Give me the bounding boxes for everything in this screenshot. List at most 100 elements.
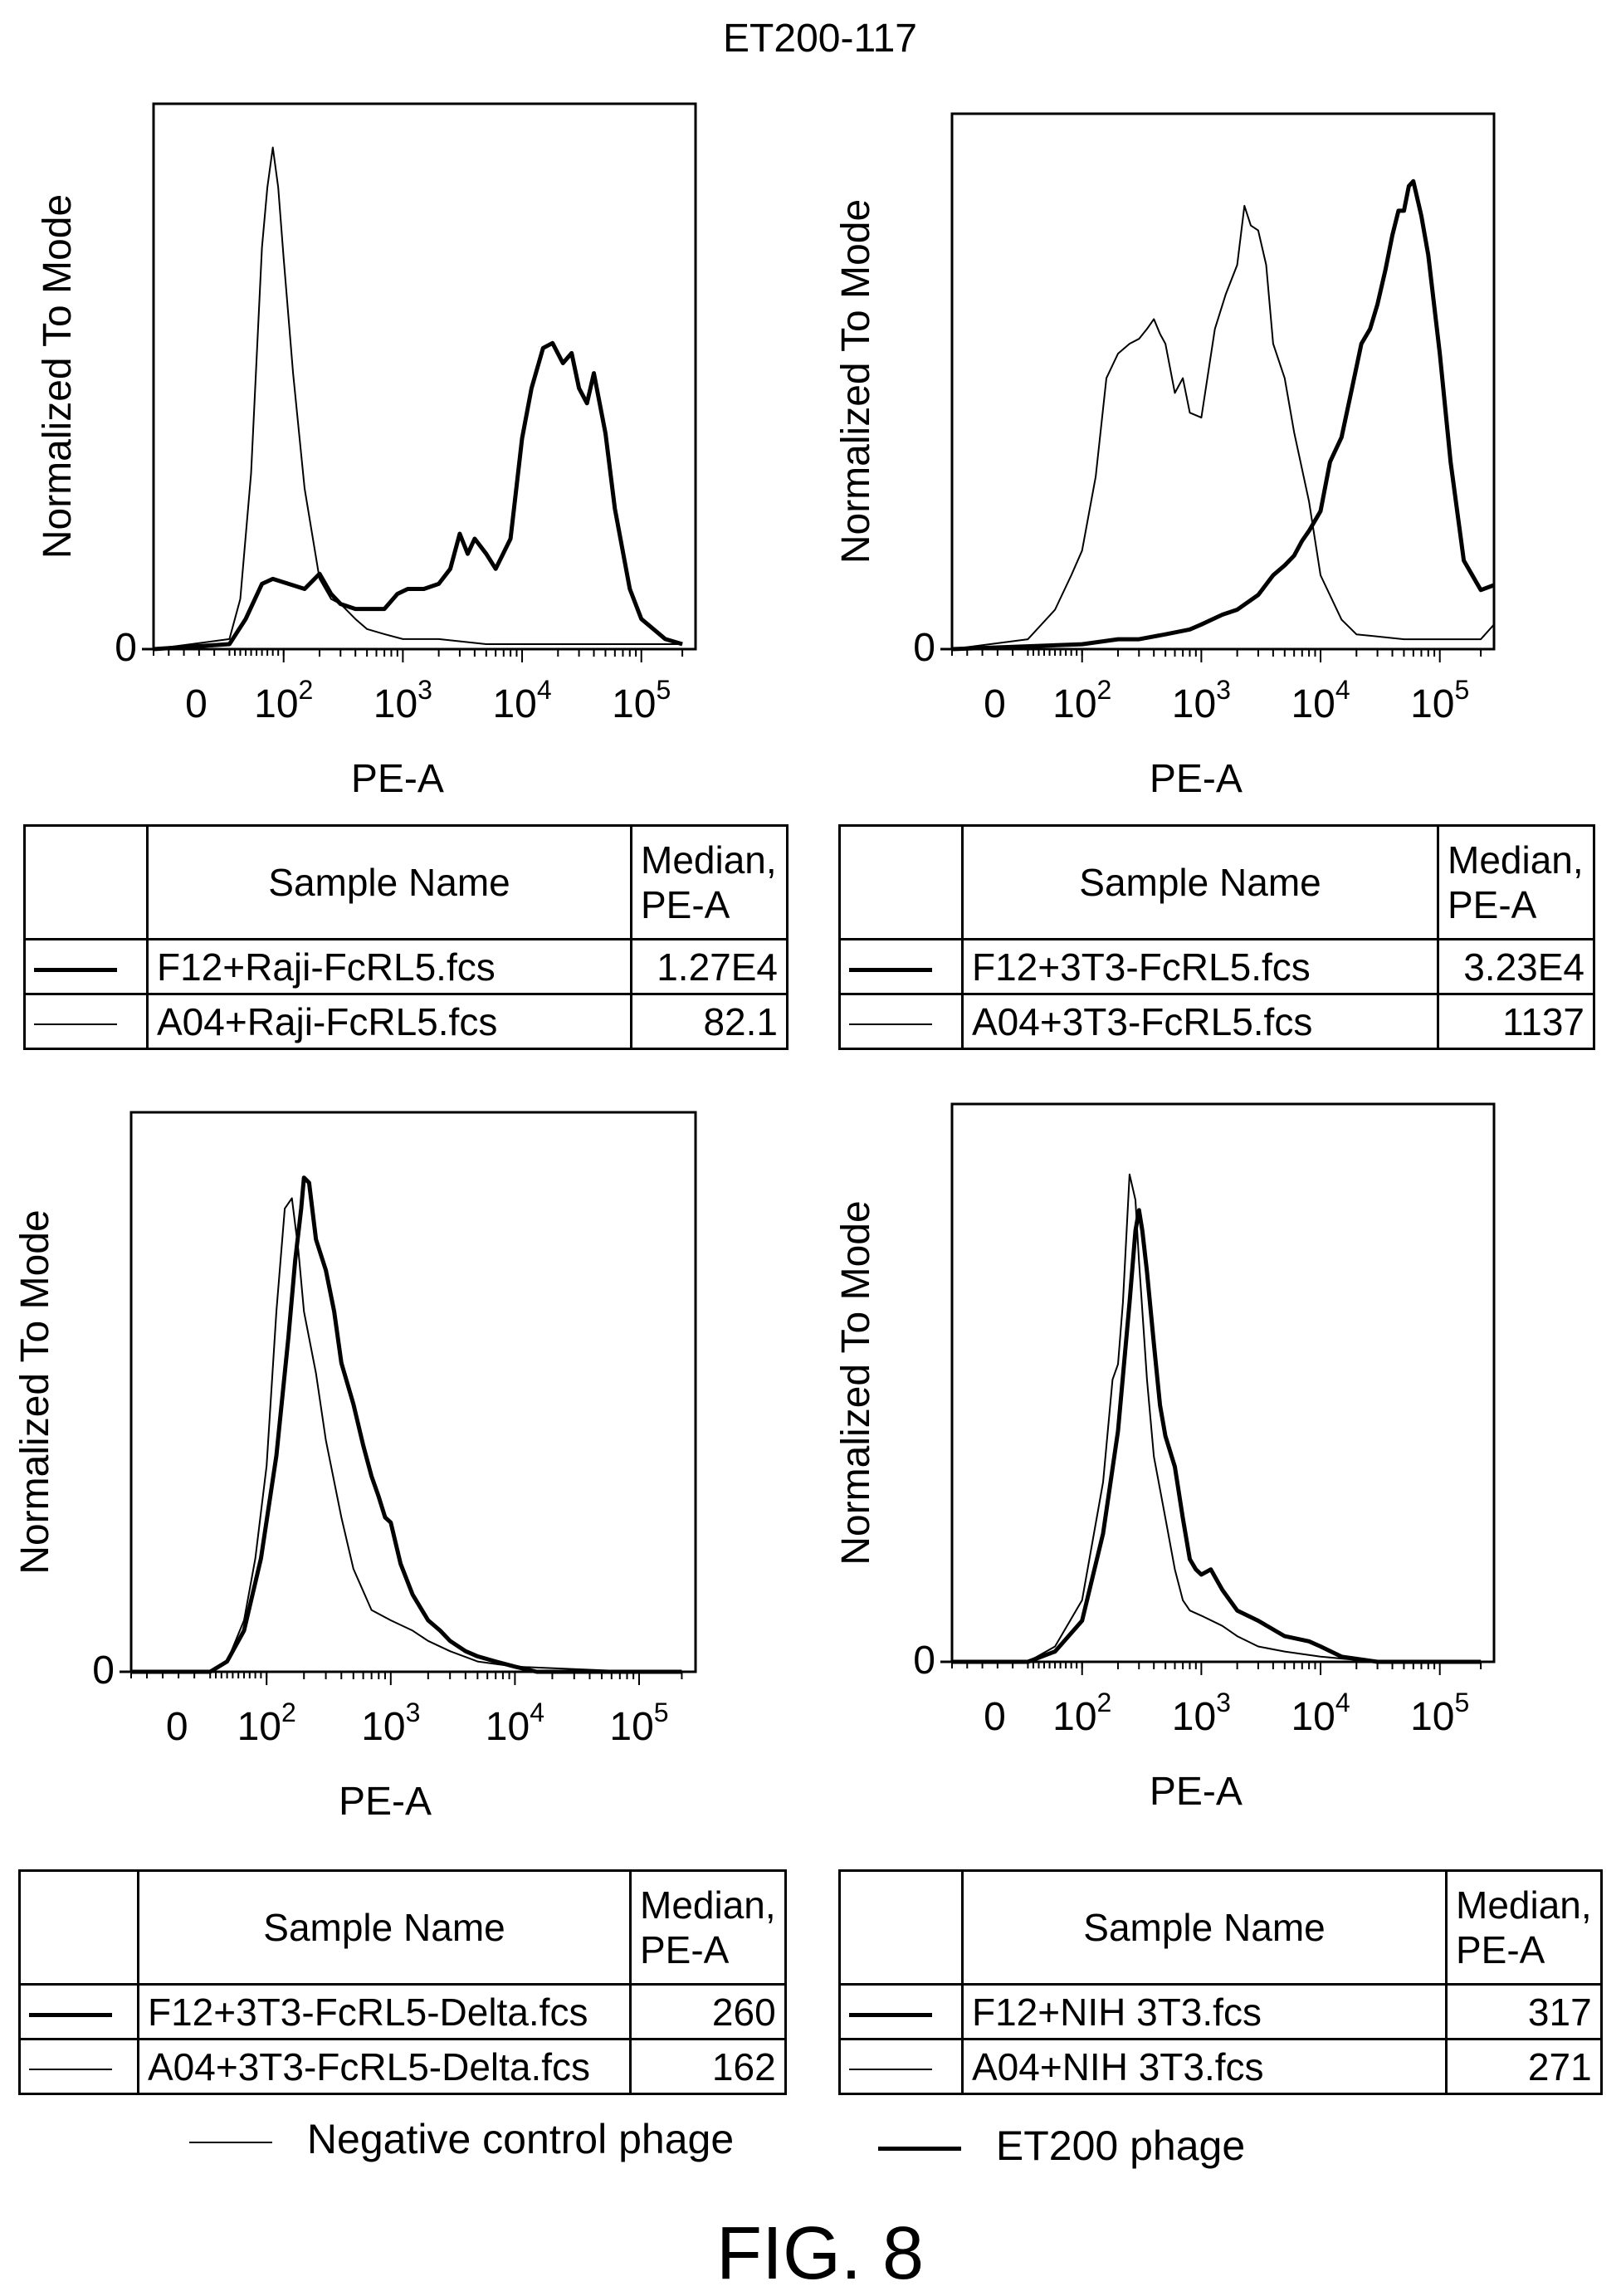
x-tick-label: 0 [185,682,208,726]
x-tick-label: 103 [1172,1688,1231,1739]
median-value: 162 [629,2038,787,2095]
y-axis-label: Normalized To Mode [36,194,80,559]
median-value: 317 [1445,1983,1603,2040]
sample-name: A04+3T3-FcRL5.fcs [961,993,1439,1050]
x-tick-label: 104 [492,675,551,726]
figure-label: FIG. 8 [716,2212,924,2295]
x-tick-label: 0 [984,682,1006,726]
thick-line-icon [849,2012,932,2017]
series-line-negative-control [153,146,683,650]
x-axis-label: PE-A [339,1780,432,1824]
table-row: A04+3T3-FcRL5-Delta.fcs 162 [18,2038,787,2095]
sample-name-header: Sample Name [961,1869,1448,1986]
x-tick-label: 105 [1410,675,1469,726]
median-value: 260 [629,1983,787,2040]
x-axis-label: PE-A [351,757,444,801]
x-axis-label: PE-A [1150,1770,1243,1814]
line-swatch [18,1983,139,2040]
series-line-et200 [952,1208,1482,1664]
legend-negative-control: Negative control phage [189,2115,734,2163]
x-axis-label: PE-A [1150,757,1243,801]
x-axis-ticks [153,649,684,662]
x-tick-label: 102 [254,675,313,726]
y-axis-label: Normalized To Mode [834,199,878,564]
y-tick-label: 0 [92,1649,115,1693]
line-swatch [23,938,149,995]
sample-name-header: Sample Name [146,824,632,940]
x-tick-label: 105 [1410,1688,1469,1739]
table-row: F12+Raji-FcRL5.fcs 1.27E4 [23,938,789,995]
median-value: 82.1 [630,993,789,1050]
sample-name: A04+Raji-FcRL5.fcs [146,993,632,1050]
series-line-et200 [131,1175,682,1674]
table-row: F12+NIH 3T3.fcs 317 [838,1983,1603,2040]
histogram-panel: 0 102 103 104 105 0 PE-A Normalized To Mode [36,102,697,801]
sample-name-header: Sample Name [961,824,1439,940]
thin-line-icon [34,1023,117,1026]
legend-et200: ET200 phage [878,2122,1245,2170]
line-swatch [838,2038,964,2095]
table-row: F12+3T3-FcRL5.fcs 3.23E4 [838,938,1595,995]
histogram-panel: 0 102 103 104 105 0 PE-A Normalized To Mode [834,112,1496,801]
x-tick-label: 0 [984,1695,1006,1739]
x-tick-label: 102 [1052,1688,1111,1739]
x-tick-label: 102 [1052,675,1111,726]
table-row: A04+NIH 3T3.fcs 271 [838,2038,1603,2095]
plot-frame [152,102,697,651]
sample-table: Sample Name Median, PE-A F12+NIH 3T3.fcs… [838,1869,1603,2095]
legend-label: Negative control phage [306,2116,735,2162]
median-header: Median, PE-A [1445,1869,1603,1986]
x-tick-label: 105 [609,1698,668,1749]
table-row: A04+3T3-FcRL5.fcs 1137 [838,993,1595,1050]
line-header-cell [838,1869,964,1986]
x-tick-label: 105 [612,675,671,726]
median-header: Median, PE-A [629,1869,787,1986]
series-line-negative-control [952,1173,1482,1663]
plot-frame [950,1102,1496,1663]
series-line-et200 [153,340,683,652]
thick-line-icon [878,2147,961,2152]
thin-line-icon [29,2069,112,2071]
series-line-et200 [951,178,1495,652]
x-axis-ticks [951,1662,1482,1675]
sample-table: Sample Name Median, PE-A F12+3T3-FcRL5-D… [18,1869,787,2095]
sample-name-header: Sample Name [137,1869,632,1986]
thin-line-icon [849,2069,932,2071]
line-swatch [838,1983,964,2040]
x-tick-label: 104 [1291,675,1350,726]
y-tick-label: 0 [115,626,137,670]
x-tick-label: 104 [1291,1688,1350,1739]
median-value: 3.23E4 [1437,938,1595,995]
thin-line-icon [849,1023,932,1026]
x-axis-ticks [951,649,1482,662]
figure-title: ET200-117 [723,17,917,61]
x-tick-label: 103 [374,675,432,726]
sample-name: F12+3T3-FcRL5.fcs [961,938,1439,995]
y-tick-label: 0 [913,626,935,670]
thick-line-icon [34,967,117,972]
plot-frame [950,112,1496,651]
thick-line-icon [29,2012,112,2017]
thin-line-icon [189,2141,272,2143]
sample-name: F12+Raji-FcRL5.fcs [146,938,632,995]
histogram-panel: 0 102 103 104 105 0 PE-A Normalized To Mode [834,1102,1496,1814]
line-swatch [23,993,149,1050]
sample-table: Sample Name Median, PE-A F12+Raji-FcRL5.… [23,824,789,1050]
sample-name: A04+NIH 3T3.fcs [961,2038,1448,2095]
table-row: F12+3T3-FcRL5-Delta.fcs 260 [18,1983,787,2040]
y-axis-label: Normalized To Mode [834,1200,878,1565]
line-header-cell [18,1869,139,1986]
median-value: 271 [1445,2038,1603,2095]
histogram-panel: 0 102 103 104 105 0 PE-A Normalized To Mode [13,1111,697,1824]
line-header-cell [23,824,149,940]
median-value: 1137 [1437,993,1595,1050]
x-tick-label: 103 [361,1698,420,1749]
sample-name: F12+3T3-FcRL5-Delta.fcs [137,1983,632,2040]
line-swatch [838,993,964,1050]
line-header-cell [838,824,964,940]
y-axis-label: Normalized To Mode [13,1209,57,1574]
sample-name: F12+NIH 3T3.fcs [961,1983,1448,2040]
median-header: Median, PE-A [630,824,789,940]
table-row: A04+Raji-FcRL5.fcs 82.1 [23,993,789,1050]
